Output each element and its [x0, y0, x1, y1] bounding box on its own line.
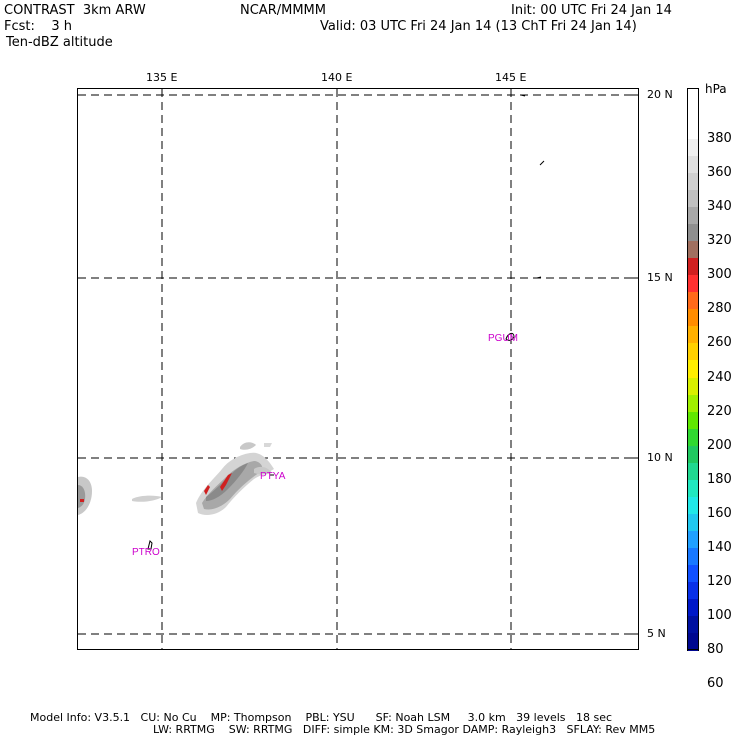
center-name: NCAR/MMMM [240, 3, 326, 18]
model-title: CONTRAST 3km ARW [4, 3, 146, 18]
echo-small-west [132, 495, 162, 502]
lat-label-5: 5 N [647, 627, 666, 640]
colorbar-label: 80 [707, 642, 724, 657]
footer-model-info: Model Info: V3.5.1 CU: No Cu MP: Thompso… [30, 711, 613, 724]
colorbar-label: 100 [707, 607, 732, 623]
valid-time: Valid: 03 UTC Fri 24 Jan 14 (13 ChT Fri … [320, 19, 637, 34]
colorbar-label: 200 [707, 437, 732, 453]
lat-label-10: 10 N [647, 451, 673, 464]
footer-physics-info: LW: RRTMG SW: RRTMG DIFF: simple KM: 3D … [153, 723, 656, 736]
forecast-hour: Fcst: 3 h [4, 19, 73, 34]
colorbar-label: 360 [707, 165, 732, 181]
lat-label-15: 15 N [647, 271, 673, 284]
station-label-pgum: PGUM [488, 333, 518, 344]
colorbar-label: 260 [707, 335, 732, 351]
station-label-ptya: PTYA [260, 471, 286, 482]
colorbar-label: 280 [707, 301, 732, 317]
lat-label-20: 20 N [647, 88, 673, 101]
colorbar-frame [687, 88, 699, 650]
lon-label-140: 140 E [321, 71, 353, 84]
colorbar-unit: hPa [705, 82, 727, 96]
echo-cluster-main [196, 442, 274, 515]
station-label-ptro: PTRO [132, 547, 160, 558]
colorbar-label: 240 [707, 369, 732, 385]
colorbar-label: 380 [707, 131, 732, 147]
colorbar-label: 140 [707, 539, 732, 555]
echo-cluster-west [78, 476, 92, 515]
lon-label-145: 145 E [495, 71, 527, 84]
colorbar-label: 180 [707, 471, 732, 487]
colorbar-label: 340 [707, 199, 732, 215]
colorbar-label: 300 [707, 267, 732, 283]
colorbar-label: 60 [707, 676, 724, 692]
colorbar-label: 120 [707, 573, 732, 589]
colorbar-label: 220 [707, 403, 732, 419]
map-canvas: PGUM PTYA PTRO [78, 89, 638, 649]
field-name: Ten-dBZ altitude [6, 35, 113, 50]
islands [147, 94, 545, 550]
colorbar-label: 320 [707, 233, 732, 249]
map-panel: PGUM PTYA PTRO [77, 88, 639, 650]
init-time: Init: 00 UTC Fri 24 Jan 14 [511, 3, 672, 18]
colorbar-label: 160 [707, 505, 732, 521]
lon-label-135: 135 E [146, 71, 178, 84]
